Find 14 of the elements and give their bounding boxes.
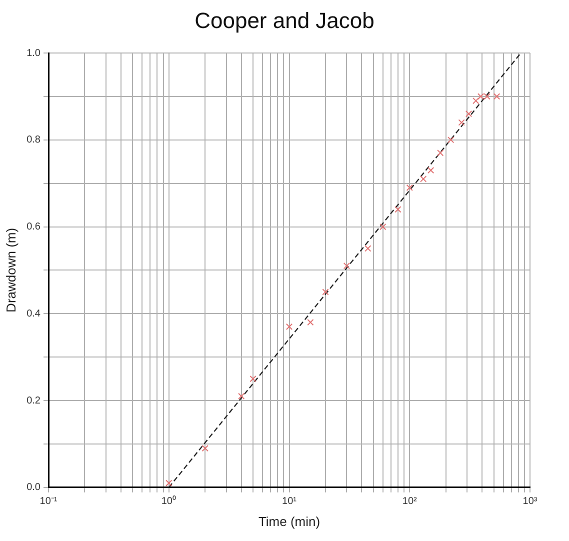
y-tick-label: 0.8 xyxy=(26,134,41,146)
chart-title: Cooper and Jacob xyxy=(194,8,376,34)
x-tick-label: 10⁰ xyxy=(161,495,176,508)
y-tick-label: 0.4 xyxy=(26,308,41,320)
x-tick-label: 10⁻¹ xyxy=(40,496,58,508)
y-axis-title: Drawdown (m) xyxy=(3,228,18,312)
x-axis-title: Time (min) xyxy=(258,514,320,529)
y-tick-label: 0.0 xyxy=(26,482,41,494)
y-tick-label: 0.6 xyxy=(26,222,41,233)
x-tick-label: 10³ xyxy=(522,496,538,508)
y-tick-label: 0.2 xyxy=(26,395,41,406)
x-tick-label: 10² xyxy=(402,496,418,508)
x-tick-label: 10¹ xyxy=(282,496,298,508)
y-tick-label: 1.0 xyxy=(26,48,41,59)
